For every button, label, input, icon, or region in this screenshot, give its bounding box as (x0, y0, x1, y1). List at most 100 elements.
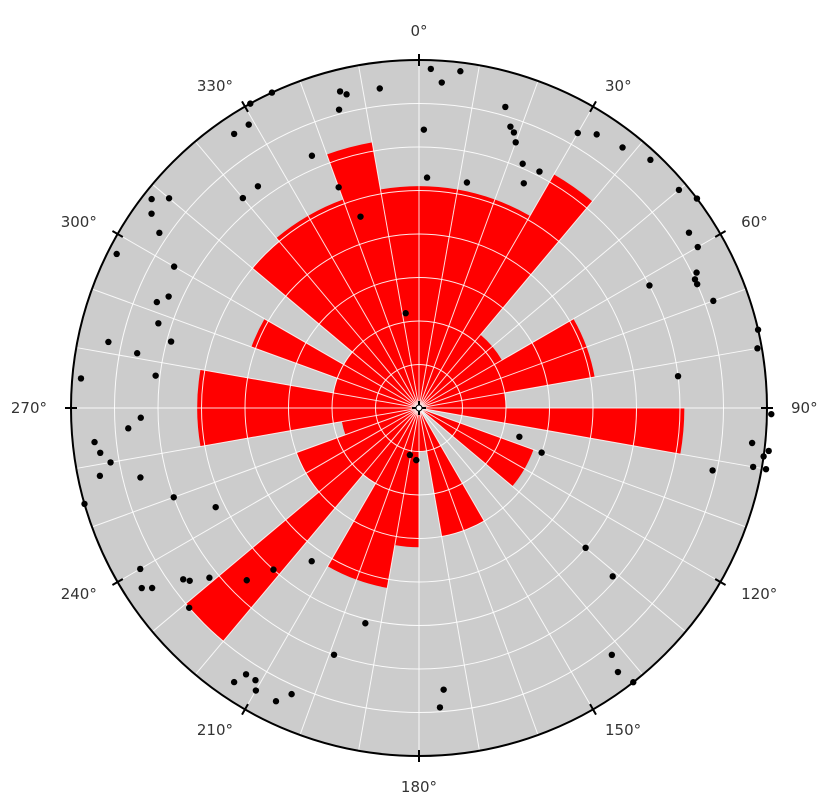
grid-spoke-210 (244, 407, 420, 710)
data-point (402, 310, 409, 317)
grid-spoke-220 (194, 407, 420, 675)
angle-label-300: 300° (61, 213, 97, 231)
data-point (520, 180, 527, 187)
data-point (502, 103, 509, 111)
rose-sector-10 (419, 189, 495, 408)
grid-spoke-190 (358, 407, 420, 751)
rose-sector-110 (419, 408, 534, 469)
data-point (105, 338, 112, 346)
grid-spoke-350 (358, 65, 420, 409)
data-point (91, 438, 98, 446)
center-marker (412, 401, 426, 415)
grid-spoke-40 (418, 141, 644, 409)
data-point (186, 577, 193, 584)
angle-tick-30 (589, 100, 597, 113)
grid-spoke-240 (117, 407, 420, 583)
data-point (762, 465, 770, 473)
data-point (438, 79, 445, 86)
rose-sector-220 (185, 408, 419, 642)
data-point (288, 690, 295, 698)
grid-spoke-340 (299, 80, 420, 409)
data-point (125, 425, 132, 432)
data-point (336, 88, 344, 95)
data-point (152, 372, 159, 379)
angle-label-90: 90° (791, 399, 818, 417)
data-point (170, 494, 177, 501)
data-point (457, 68, 464, 75)
data-point (693, 269, 700, 276)
grid-spoke-150 (418, 407, 594, 710)
angle-label-120: 120° (741, 585, 777, 603)
grid-spoke-170 (418, 407, 480, 751)
data-point (768, 410, 775, 418)
data-point (330, 651, 338, 658)
angle-label-60: 60° (741, 213, 768, 231)
data-point (243, 577, 250, 584)
data-point (335, 106, 343, 113)
data-point (376, 85, 383, 92)
data-point (427, 65, 435, 73)
data-point (646, 282, 653, 289)
data-point (693, 280, 701, 288)
rose-sectors (185, 142, 685, 642)
data-point (674, 372, 682, 380)
grid-spoke-260 (76, 407, 420, 469)
data-point (406, 451, 414, 459)
data-point (436, 704, 444, 711)
rose-sector-230 (305, 408, 419, 492)
data-point (77, 375, 85, 382)
data-point (270, 566, 277, 573)
data-point (710, 297, 717, 305)
data-point (148, 584, 156, 592)
data-point (156, 229, 163, 237)
angle-label-180: 180° (401, 778, 437, 796)
data-point (137, 565, 144, 573)
grid-spoke-120 (418, 407, 721, 583)
data-point (512, 139, 519, 146)
angle-tick-300 (111, 230, 124, 238)
grid-spoke-140 (418, 407, 644, 675)
data-point (593, 131, 600, 138)
data-point (230, 678, 238, 686)
data-point (180, 576, 187, 583)
data-point (206, 574, 213, 581)
data-point (254, 183, 262, 190)
angle-tick-120 (714, 578, 727, 586)
data-point (308, 558, 315, 565)
grid-spoke-310 (152, 183, 420, 409)
rose-sector-290 (251, 318, 419, 408)
angle-tick-240 (111, 578, 124, 586)
data-point (165, 293, 172, 300)
data-point (252, 687, 260, 694)
data-point (420, 126, 428, 133)
data-point (137, 474, 144, 481)
data-point (440, 686, 447, 693)
angle-tick-60 (714, 230, 727, 238)
data-point (137, 414, 144, 421)
data-point (335, 184, 342, 191)
rose-sector-60 (419, 318, 587, 408)
data-point (538, 449, 545, 456)
data-point (694, 243, 701, 251)
angle-label-150: 150° (605, 721, 641, 739)
grid-spoke-200 (299, 407, 420, 736)
grid-spoke-80 (418, 347, 762, 409)
rose-sector-160 (419, 408, 464, 537)
data-point (619, 144, 626, 151)
data-point (153, 298, 161, 306)
data-point (749, 463, 757, 471)
angle-tick-330 (241, 100, 249, 113)
grid-spoke-290 (91, 288, 420, 409)
data-point (423, 174, 431, 181)
data-point (362, 620, 369, 627)
data-point (252, 676, 259, 684)
rose-sector-330 (308, 199, 419, 408)
angle-label-0: 0° (410, 22, 427, 40)
rose-sector-210 (363, 408, 419, 484)
rose-sector-190 (356, 408, 419, 588)
grid-spoke-230 (152, 407, 420, 633)
data-point (148, 195, 155, 203)
data-point (357, 213, 364, 220)
